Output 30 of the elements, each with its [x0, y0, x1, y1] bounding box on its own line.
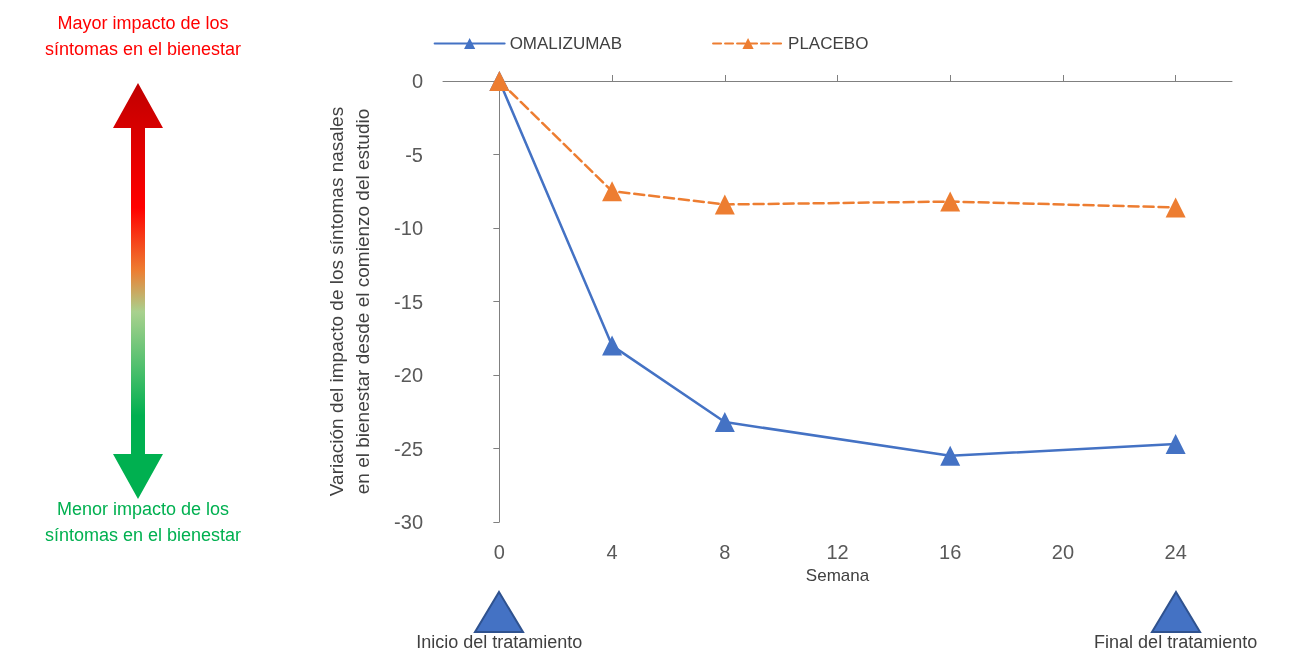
point — [602, 335, 623, 356]
x-axis-title: Semana — [805, 565, 870, 585]
y-axis-title: Variación del impacto de los síntomas nasales en el bienestar desde el comienzo del estudio — [325, 106, 373, 497]
y-tick-label: -10 — [394, 217, 423, 239]
point — [940, 445, 961, 466]
point — [714, 194, 735, 215]
text: Inicio del tratamiento — [415, 632, 584, 653]
point — [940, 191, 961, 212]
x-tick-label: 16 — [939, 541, 962, 563]
text: Mayor impacto de los síntomas en el bienestar — [43, 12, 243, 61]
y-tick-label: -20 — [394, 364, 423, 386]
legend-label: PLACEBO — [788, 34, 869, 53]
point — [1165, 434, 1186, 455]
x-tick-label: 20 — [1051, 541, 1075, 563]
text: Menor impacto de los síntomas en el bienestar — [43, 498, 243, 547]
y-tick-label: -15 — [394, 290, 423, 313]
text: Final del tratamiento — [1093, 632, 1259, 653]
y-tick-label: 0 — [411, 70, 423, 92]
y-tick-label: -25 — [394, 437, 423, 460]
y-tick-label: -30 — [394, 511, 423, 533]
y-tick-label: -5 — [405, 143, 423, 166]
x-tick-label: 0 — [493, 541, 505, 563]
x-tick-label: 24 — [1164, 541, 1187, 563]
point — [714, 412, 735, 433]
point — [1165, 197, 1186, 218]
x-tick-label: 12 — [826, 541, 849, 563]
point — [602, 181, 623, 202]
legend-label: OMALIZUMAB — [509, 34, 623, 53]
x-tick-label: 8 — [719, 541, 731, 563]
x-tick-label: 4 — [606, 541, 618, 563]
